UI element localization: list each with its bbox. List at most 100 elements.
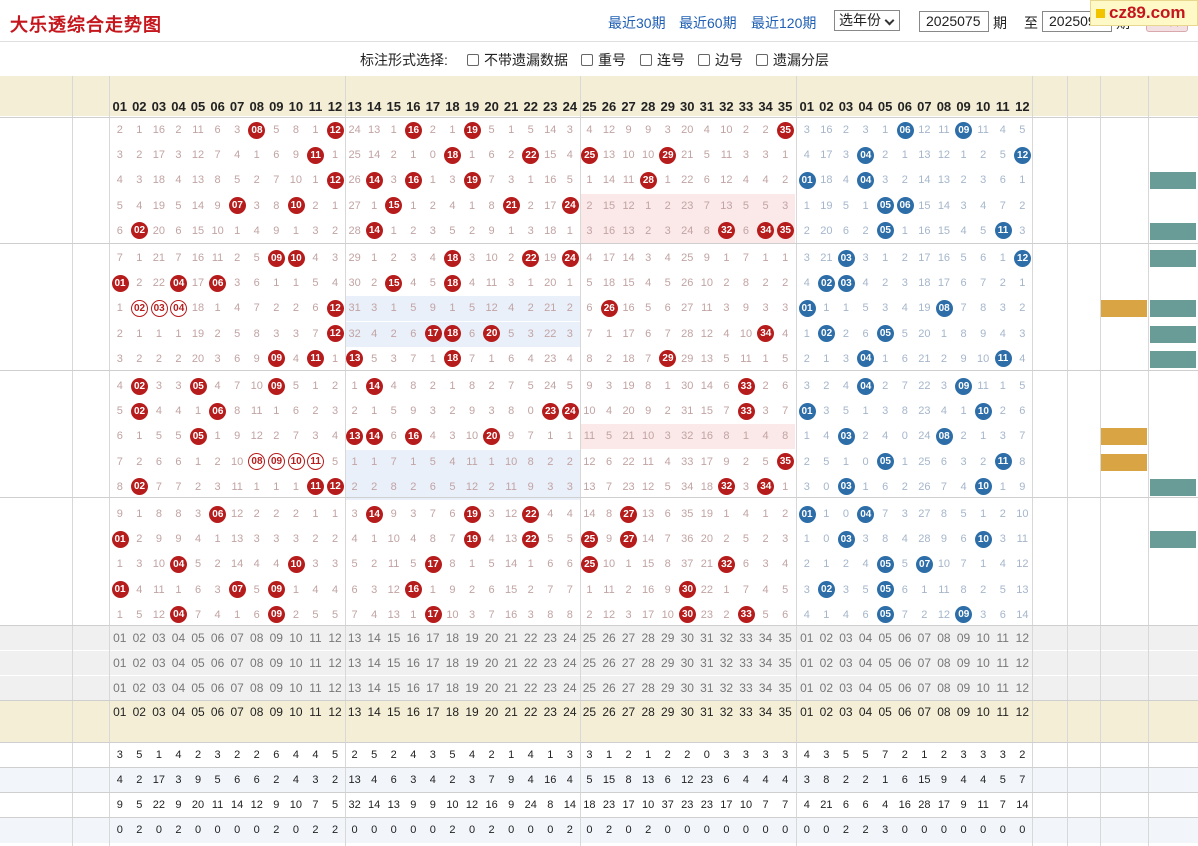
preselect-front-number[interactable]: 07 [230, 656, 244, 670]
preselect-front-number[interactable]: 03 [152, 681, 166, 695]
preselect-back-number[interactable]: 11 [996, 656, 1009, 670]
recent-30-link[interactable]: 最近30期 [608, 15, 666, 31]
preselect-back-number[interactable]: 06 [898, 656, 912, 670]
preselect-front-number[interactable]: 14 [367, 656, 381, 670]
preselect-front-number[interactable]: 29 [661, 631, 675, 645]
preselect-front-number[interactable]: 31 [700, 681, 714, 695]
checkbox-icon[interactable] [581, 54, 593, 66]
preselect-front-number[interactable]: 18 [445, 681, 460, 695]
preselect-back-number[interactable]: 01 [800, 656, 814, 670]
preselect-front-number[interactable]: 20 [484, 656, 499, 670]
preselect-front-number[interactable]: 24 [563, 681, 577, 695]
preselect-back-number[interactable]: 02 [819, 631, 834, 645]
preselect-front-number[interactable]: 33 [739, 681, 753, 695]
preselect-back-number[interactable]: 08 [937, 656, 951, 670]
preselect-back-number[interactable]: 05 [878, 681, 892, 695]
preselect-front-number[interactable]: 19 [465, 631, 479, 645]
preselect-front-number[interactable]: 22 [524, 681, 538, 695]
preselect-front-number[interactable]: 18 [445, 631, 460, 645]
recent-120-link[interactable]: 最近120期 [751, 15, 817, 31]
preselect-back-number[interactable]: 07 [917, 631, 932, 645]
preselect-front-number[interactable]: 33 [739, 631, 753, 645]
checkbox-icon[interactable] [756, 54, 768, 66]
preselect-front-number[interactable]: 01 [113, 631, 127, 645]
preselect-front-number[interactable]: 21 [504, 631, 518, 645]
preselect-front-number[interactable]: 04 [171, 681, 186, 695]
preselect-front-number[interactable]: 30 [680, 631, 694, 645]
preselect-front-number[interactable]: 32 [719, 656, 734, 670]
preselect-front-number[interactable]: 13 [347, 631, 362, 645]
preselect-back-number[interactable]: 03 [839, 631, 853, 645]
preselect-front-number[interactable]: 22 [524, 656, 538, 670]
preselect-front-number[interactable]: 16 [406, 631, 420, 645]
preselect-front-number[interactable]: 17 [426, 631, 440, 645]
preselect-front-number[interactable]: 01 [113, 656, 127, 670]
preselect-back-number[interactable]: 07 [917, 656, 932, 670]
preselect-front-number[interactable]: 16 [406, 681, 420, 695]
preselect-back-number[interactable]: 06 [898, 631, 912, 645]
option-repeat[interactable]: 重号 [581, 50, 626, 70]
option-edge[interactable]: 边号 [698, 50, 743, 70]
preselect-back-number[interactable]: 12 [1015, 656, 1030, 670]
preselect-front-number[interactable]: 09 [269, 631, 283, 645]
preselect-front-number[interactable]: 30 [680, 681, 694, 695]
preselect-front-number[interactable]: 19 [465, 656, 479, 670]
preselect-front-number[interactable]: 24 [563, 656, 577, 670]
preselect-front-number[interactable]: 02 [132, 681, 146, 695]
preselect-front-number[interactable]: 31 [700, 631, 714, 645]
preselect-back-number[interactable]: 12 [1015, 631, 1030, 645]
preselect-back-number[interactable]: 01 [800, 681, 814, 695]
preselect-front-number[interactable]: 28 [641, 631, 655, 645]
preselect-front-number[interactable]: 34 [758, 681, 773, 695]
preselect-front-number[interactable]: 29 [661, 656, 675, 670]
preselect-front-number[interactable]: 07 [230, 681, 244, 695]
preselect-back-number[interactable]: 08 [937, 681, 951, 695]
preselect-front-number[interactable]: 14 [367, 631, 381, 645]
preselect-front-number[interactable]: 34 [758, 631, 773, 645]
preselect-back-number[interactable]: 11 [996, 631, 1009, 645]
preselect-front-number[interactable]: 06 [210, 681, 225, 695]
preselect-back-number[interactable]: 02 [819, 656, 834, 670]
preselect-front-number[interactable]: 08 [250, 631, 264, 645]
preselect-back-number[interactable]: 04 [858, 656, 873, 670]
preselect-front-number[interactable]: 35 [778, 656, 792, 670]
preselect-back-number[interactable]: 09 [956, 681, 971, 695]
preselect-front-number[interactable]: 26 [602, 656, 616, 670]
preselect-back-number[interactable]: 10 [976, 656, 990, 670]
option-omission-layer[interactable]: 遗漏分层 [756, 50, 829, 70]
preselect-front-number[interactable]: 27 [621, 656, 636, 670]
preselect-front-number[interactable]: 26 [602, 681, 616, 695]
preselect-back-number[interactable]: 04 [858, 631, 873, 645]
preselect-front-number[interactable]: 25 [582, 631, 597, 645]
preselect-front-number[interactable]: 13 [347, 681, 362, 695]
preselect-front-number[interactable]: 03 [152, 656, 166, 670]
preselect-front-number[interactable]: 13 [347, 656, 362, 670]
preselect-front-number[interactable]: 10 [289, 631, 303, 645]
preselect-front-number[interactable]: 05 [191, 656, 205, 670]
preselect-back-number[interactable]: 05 [878, 656, 892, 670]
preselect-front-number[interactable]: 33 [739, 656, 753, 670]
preselect-front-number[interactable]: 23 [543, 631, 557, 645]
preselect-front-number[interactable]: 09 [269, 681, 283, 695]
preselect-front-number[interactable]: 22 [524, 631, 538, 645]
preselect-front-number[interactable]: 17 [426, 656, 440, 670]
preselect-front-number[interactable]: 27 [621, 631, 636, 645]
preselect-front-number[interactable]: 15 [387, 631, 401, 645]
preselect-front-number[interactable]: 27 [621, 681, 636, 695]
option-no-omission[interactable]: 不带遗漏数据 [467, 50, 568, 70]
preselect-back-number[interactable]: 10 [976, 681, 990, 695]
preselect-front-number[interactable]: 10 [289, 656, 303, 670]
preselect-front-number[interactable]: 35 [778, 631, 792, 645]
preselect-front-number[interactable]: 32 [719, 631, 734, 645]
preselect-front-number[interactable]: 25 [582, 681, 597, 695]
checkbox-icon[interactable] [640, 54, 652, 66]
preselect-front-number[interactable]: 21 [504, 656, 518, 670]
preselect-front-number[interactable]: 06 [210, 631, 225, 645]
preselect-front-number[interactable]: 12 [328, 656, 342, 670]
from-issue-input[interactable]: 2025075 [919, 11, 989, 32]
preselect-back-number[interactable]: 09 [956, 631, 971, 645]
preselect-front-number[interactable]: 09 [269, 656, 283, 670]
preselect-back-number[interactable]: 03 [839, 656, 853, 670]
checkbox-icon[interactable] [698, 54, 710, 66]
preselect-back-number[interactable]: 02 [819, 681, 834, 695]
